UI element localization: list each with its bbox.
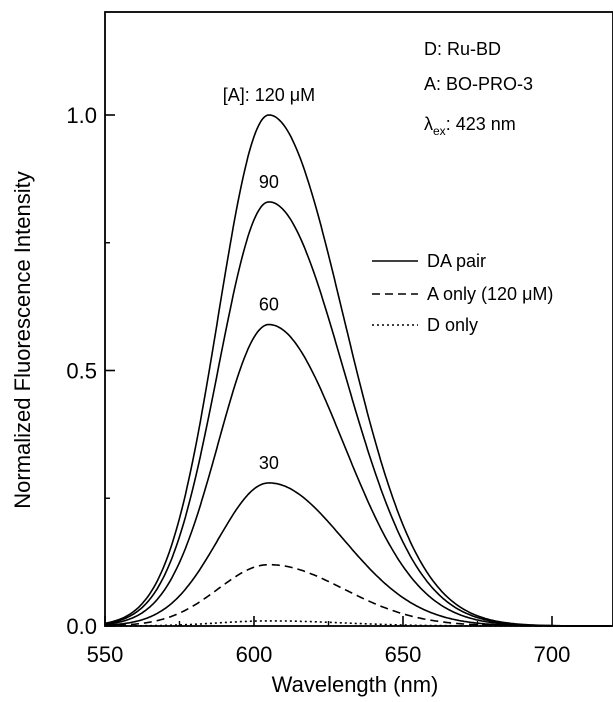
series-curve-dashed-4 bbox=[104, 563, 612, 627]
series-peak-label: 60 bbox=[259, 295, 279, 315]
series-peak-label: 90 bbox=[259, 172, 279, 192]
y-tick-label: 0.0 bbox=[66, 614, 97, 639]
axis-ticks bbox=[104, 114, 553, 627]
x-tick-label: 650 bbox=[385, 642, 422, 667]
lambda-subscript: ex bbox=[433, 124, 446, 138]
series-labels: [A]: 120 μM 90 60 30 bbox=[223, 85, 315, 473]
series-curve-solid-1 bbox=[104, 201, 612, 627]
series-curves bbox=[104, 114, 612, 627]
plot-frame bbox=[104, 11, 613, 627]
donor-annotation: D: Ru-BD bbox=[424, 39, 501, 59]
lambda-symbol: λ bbox=[424, 114, 433, 134]
x-tick-label: 700 bbox=[534, 642, 571, 667]
y-tick-label: 0.5 bbox=[66, 359, 97, 384]
y-tick-label: 1.0 bbox=[66, 103, 97, 128]
axis-tick-labels: 550 600 650 700 0.0 0.5 1.0 bbox=[66, 103, 570, 667]
series-peak-label: 30 bbox=[259, 453, 279, 473]
legend-label-d-only: D only bbox=[427, 315, 478, 335]
acceptor-annotation: A: BO-PRO-3 bbox=[424, 74, 533, 94]
lambda-value: : 423 nm bbox=[446, 114, 516, 134]
legend: DA pair A only (120 μM) D only bbox=[372, 251, 553, 335]
legend-label-da-pair: DA pair bbox=[427, 251, 486, 271]
series-curve-solid-0 bbox=[104, 114, 612, 627]
series-curve-solid-3 bbox=[105, 482, 612, 627]
y-axis-label: Normalized Fluorescence Intensity bbox=[10, 171, 35, 508]
x-tick-label: 600 bbox=[236, 642, 273, 667]
series-peak-label: [A]: 120 μM bbox=[223, 85, 315, 105]
excitation-annotation: λex: 423 nm bbox=[424, 114, 516, 138]
legend-label-a-only: A only (120 μM) bbox=[427, 284, 553, 304]
x-axis-label: Wavelength (nm) bbox=[272, 672, 439, 697]
x-tick-label: 550 bbox=[87, 642, 124, 667]
series-curve-solid-2 bbox=[104, 323, 612, 627]
